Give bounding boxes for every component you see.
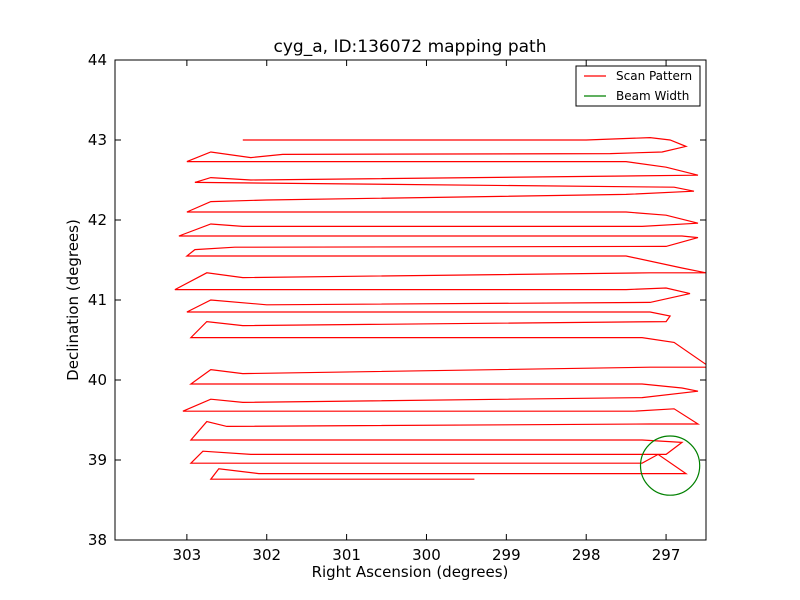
- legend: Scan Pattern Beam Width: [575, 65, 701, 107]
- legend-label-scan-pattern: Scan Pattern: [616, 69, 692, 83]
- y-tick-label-1: 39: [88, 451, 107, 469]
- y-tick-label-2: 40: [88, 371, 107, 389]
- x-tick-label-0: 303: [173, 546, 202, 564]
- legend-label-beam-width: Beam Width: [616, 89, 689, 103]
- chart-title: cyg_a, ID:136072 mapping path: [274, 37, 547, 57]
- x-axis-label: Right Ascension (degrees): [312, 563, 509, 581]
- y-tick-label-4: 42: [88, 211, 107, 229]
- x-tick-label-3: 300: [412, 546, 441, 564]
- y-tick-label-3: 41: [88, 291, 107, 309]
- y-tick-label-0: 38: [88, 531, 107, 549]
- x-tick-label-6: 297: [652, 546, 681, 564]
- ticks-layer: 303 302 301 300 299 298 297 38 39 40 41 42 43 44: [88, 51, 706, 564]
- series-layer: [174, 136, 706, 496]
- series-scan-pattern: [174, 136, 706, 480]
- plot-area: [115, 60, 706, 540]
- series-beam-width: [639, 435, 701, 496]
- legend-box: [575, 65, 701, 107]
- y-axis-label: Declination (degrees): [64, 219, 82, 381]
- y-tick-label-5: 43: [88, 131, 107, 149]
- y-tick-label-6: 44: [88, 51, 107, 69]
- x-tick-label-1: 302: [252, 546, 281, 564]
- x-tick-label-5: 298: [572, 546, 601, 564]
- x-tick-label-4: 299: [492, 546, 521, 564]
- x-tick-label-2: 301: [332, 546, 361, 564]
